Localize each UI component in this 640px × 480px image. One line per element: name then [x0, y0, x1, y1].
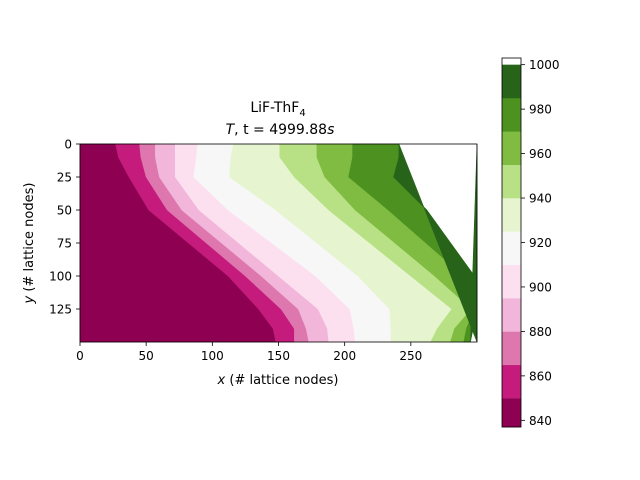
- colorbar-segment-8: [502, 131, 521, 165]
- x-tick-label: 0: [76, 349, 84, 363]
- colorbar-tick-label: 900: [529, 280, 552, 294]
- x-axis: 0 50 100 150 200 250: [76, 342, 422, 363]
- x-tick-label: 50: [139, 349, 154, 363]
- colorbar-tick-label: 880: [529, 325, 552, 339]
- y-axis: 0 25 50 75 100 125: [49, 138, 80, 317]
- colorbar-segment-9: [502, 98, 521, 132]
- colorbar-tick-label: 840: [529, 414, 552, 428]
- y-tick-label: 25: [57, 171, 72, 185]
- chart-title-line2: T, t = 4999.88s: [226, 122, 335, 138]
- y-axis-label: y (# lattice nodes): [22, 183, 37, 305]
- contour-plot-area: [79, 143, 478, 343]
- colorbar-segment-1: [502, 364, 521, 399]
- x-tick-label: 150: [267, 349, 290, 363]
- colorbar-segment-7: [502, 164, 521, 199]
- colorbar-tick-label: 920: [529, 236, 552, 250]
- title-main: LiF-ThF: [250, 100, 299, 116]
- x-axis-var: x: [217, 373, 226, 388]
- colorbar-tick-label: 940: [529, 192, 552, 206]
- y-tick-label: 75: [57, 237, 72, 251]
- x-tick-label: 250: [399, 349, 422, 363]
- colorbar-segment-0: [502, 398, 521, 428]
- colorbar-segment-2: [502, 331, 521, 366]
- title-var: T: [226, 122, 236, 138]
- y-axis-rest: (# lattice nodes): [22, 183, 37, 296]
- y-tick-label: 125: [49, 303, 72, 317]
- x-axis-rest: (# lattice nodes): [225, 373, 338, 388]
- colorbar-segment-5: [502, 231, 521, 266]
- colorbar-segment-10: [502, 64, 521, 99]
- title-unit: s: [327, 122, 334, 138]
- x-axis-label: x (# lattice nodes): [217, 373, 339, 388]
- y-axis-var: y: [22, 295, 37, 304]
- y-tick-label: 100: [49, 270, 72, 284]
- x-tick-label: 200: [333, 349, 356, 363]
- colorbar-tick-label: 960: [529, 147, 552, 161]
- colorbar: 840 860 880 900 920 940 960 980 1000: [501, 57, 560, 428]
- y-tick-label: 50: [57, 204, 72, 218]
- colorbar-segment-3: [502, 298, 521, 332]
- colorbar-tick-label: 980: [529, 103, 552, 117]
- title-subscript: 4: [299, 108, 305, 119]
- x-tick-label: 100: [201, 349, 224, 363]
- colorbar-tick-label: 860: [529, 369, 552, 383]
- colorbar-tick-label: 1000: [529, 58, 560, 72]
- colorbar-segment-6: [502, 198, 521, 232]
- y-tick-label: 0: [64, 138, 72, 152]
- chart-title-line1: LiF-ThF4: [250, 100, 305, 119]
- colorbar-segment-4: [502, 264, 521, 299]
- title-time: , t = 4999.88: [234, 122, 327, 138]
